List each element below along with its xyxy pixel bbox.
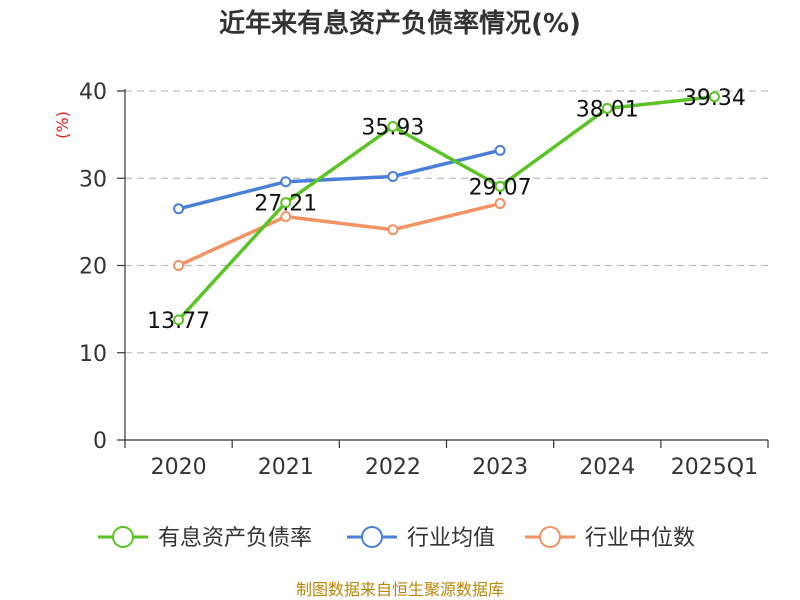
y-tick-label: 0 (93, 429, 107, 454)
series-0 (173, 91, 720, 326)
x-tick-label: 2021 (258, 455, 314, 480)
data-point (173, 260, 185, 271)
legend-item: 行业均值 (347, 526, 495, 551)
data-point (280, 197, 292, 209)
legend-label: 行业中位数 (585, 526, 695, 551)
data-point (280, 211, 292, 223)
data-label: 13.77 (147, 309, 210, 334)
series-1 (173, 144, 506, 215)
x-tick-label: 2025Q1 (671, 455, 758, 480)
x-tick-label: 2022 (365, 455, 421, 480)
data-point (280, 176, 292, 188)
legend-label: 行业均值 (407, 526, 495, 551)
x-tick-label: 2023 (472, 455, 528, 480)
data-point (173, 314, 185, 326)
series-layer (173, 91, 720, 326)
data-point (494, 144, 506, 156)
data-point (387, 121, 399, 133)
x-tick-label: 2020 (151, 455, 207, 480)
axes: 0 10 20 30 40 2020 2021 2022 2023 2024 2025Q1 (79, 80, 769, 480)
legend-swatch-marker (112, 526, 134, 548)
series-2 (173, 198, 506, 271)
data-label: 38.01 (576, 97, 639, 122)
data-labels: 13.77 27.21 35.93 29.07 38.01 39.34 (147, 86, 746, 334)
legend-label: 有息资产负债率 (158, 526, 312, 551)
data-point (387, 171, 399, 183)
data-point (601, 102, 613, 114)
y-tick-label: 30 (79, 167, 107, 192)
legend: 有息资产负债率 行业均值 行业中位数 (98, 526, 695, 551)
data-label: 39.34 (683, 86, 746, 111)
y-axis-label: (%) (53, 111, 72, 139)
series-line (178, 148, 501, 211)
y-tick-label: 40 (79, 80, 107, 105)
series-line (177, 95, 715, 322)
x-tick-label: 2024 (579, 455, 635, 480)
data-point (494, 180, 506, 192)
series-line (177, 201, 501, 268)
legend-swatch-marker (361, 526, 383, 548)
data-label: 29.07 (469, 175, 532, 200)
legend-swatch-marker (539, 526, 561, 548)
y-tick-label: 10 (79, 342, 107, 367)
gridlines (125, 90, 768, 354)
data-label: 27.21 (254, 192, 317, 217)
data-label: 35.93 (361, 116, 424, 141)
source-note: 制图数据来自恒生聚源数据库 (296, 580, 504, 599)
data-point (708, 91, 720, 103)
data-point (387, 224, 399, 236)
y-tick-label: 20 (79, 255, 107, 280)
data-point (494, 198, 506, 210)
legend-item: 有息资产负债率 (98, 526, 312, 551)
chart-title: 近年来有息资产负债率情况(%) (219, 8, 581, 39)
legend-item: 行业中位数 (525, 526, 695, 551)
data-point (173, 203, 185, 215)
